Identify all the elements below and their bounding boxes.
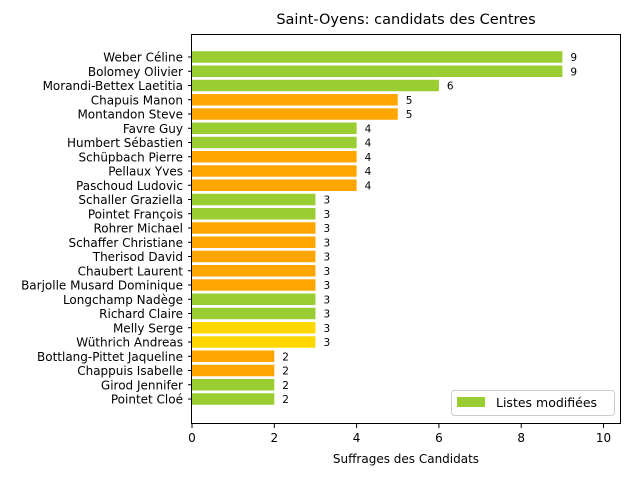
value-label: 2 [282, 394, 289, 406]
value-label: 2 [282, 351, 289, 363]
legend-label: Listes modifiées [496, 395, 597, 410]
bar [192, 222, 316, 234]
value-label: 3 [323, 280, 330, 292]
y-tick-label: Girod Jennifer [101, 378, 183, 392]
bar [192, 350, 275, 362]
bar [192, 336, 316, 348]
bar [192, 51, 563, 63]
bar [192, 293, 316, 305]
y-tick-label: Pointet Cloé [111, 393, 183, 407]
bar [192, 208, 316, 220]
value-label: 9 [570, 52, 577, 64]
y-tick-label: Pellaux Yves [108, 165, 183, 179]
value-label: 3 [323, 266, 330, 278]
value-label: 3 [323, 309, 330, 321]
value-label: 3 [323, 209, 330, 221]
value-label: 3 [323, 323, 330, 335]
value-label: 4 [365, 180, 372, 192]
y-tick-label: Montandon Steve [77, 108, 183, 122]
y-tick-label: Bolomey Olivier [88, 65, 183, 79]
bar [192, 250, 316, 263]
y-tick-label: Wüthrich Andreas [76, 336, 183, 350]
bar [192, 94, 398, 106]
bar [192, 322, 316, 334]
value-labels: 9 9 6 5 5 4 4 4 4 4 3 3 3 3 3 3 3 3 3 3 3 2 2 2 2 [282, 52, 577, 406]
value-label: 3 [323, 237, 330, 249]
y-tick-label: Weber Céline [103, 51, 183, 65]
y-tick-label: Richard Claire [99, 307, 183, 321]
legend: Listes modifiées [451, 390, 615, 416]
y-tick-label: Therisod David [92, 250, 183, 264]
y-tick-label: Chappuis Isabelle [77, 364, 183, 378]
value-label: 3 [323, 195, 330, 207]
value-label: 2 [282, 366, 289, 378]
y-tick-label: Morandi-Bettex Laetitia [43, 79, 183, 93]
bar [192, 307, 316, 320]
x-axis-ticks: 0 2 4 6 8 10 [188, 424, 611, 445]
value-label: 4 [365, 166, 372, 178]
bar [192, 236, 316, 248]
y-tick-label: Chapuis Manon [91, 93, 183, 107]
x-tick-label: 2 [270, 431, 278, 445]
x-tick-label: 10 [596, 431, 611, 445]
x-tick-label: 4 [353, 431, 361, 445]
plot-frame [191, 34, 621, 424]
value-label: 3 [323, 252, 330, 264]
bars-group [192, 51, 563, 405]
bar [192, 279, 316, 291]
y-tick-label: Pointet François [88, 207, 183, 221]
value-label: 3 [323, 337, 330, 349]
value-label: 2 [282, 380, 289, 392]
bar [192, 65, 563, 77]
x-tick-label: 8 [517, 431, 525, 445]
y-tick-label: Melly Serge [113, 321, 183, 335]
y-tick-label: Rohrer Michael [93, 222, 183, 236]
bar [192, 265, 316, 277]
value-label: 4 [365, 123, 372, 135]
y-tick-label: Schaller Graziella [78, 193, 183, 207]
bar [192, 179, 357, 191]
y-tick-label: Chaubert Laurent [78, 264, 184, 278]
y-tick-label: Barjolle Musard Dominique [21, 279, 183, 293]
bar [192, 122, 357, 134]
bar [192, 151, 357, 163]
x-axis-title: Suffrages des Candidats [333, 452, 479, 466]
bar [192, 165, 357, 177]
bar [192, 136, 357, 149]
bar [192, 193, 316, 206]
value-label: 6 [447, 81, 454, 93]
y-tick-label: Paschoud Ludovic [76, 179, 183, 193]
x-tick-label: 6 [435, 431, 443, 445]
value-label: 4 [365, 138, 372, 150]
value-label: 3 [323, 294, 330, 306]
y-tick-label: Schaffer Christiane [69, 236, 183, 250]
y-tick-label: Schüpbach Pierre [79, 150, 184, 164]
value-label: 5 [406, 109, 413, 121]
value-label: 5 [406, 95, 413, 107]
x-tick-label: 0 [188, 431, 196, 445]
y-tick-label: Longchamp Nadège [63, 293, 183, 307]
bar [192, 108, 398, 120]
value-label: 9 [570, 66, 577, 78]
bar [192, 364, 275, 377]
y-tick-label: Humbert Sébastien [67, 136, 183, 150]
legend-swatch [457, 397, 485, 407]
value-label: 3 [323, 223, 330, 235]
bar [192, 79, 439, 92]
bar [192, 393, 275, 405]
legend-box [451, 390, 615, 416]
value-label: 4 [365, 152, 372, 164]
chart-title: Saint-Oyens: candidats des Centres [276, 12, 535, 28]
y-tick-label: Bottlang-Pittet Jaqueline [37, 350, 183, 364]
bar [192, 379, 275, 391]
y-tick-label: Favre Guy [123, 122, 183, 136]
